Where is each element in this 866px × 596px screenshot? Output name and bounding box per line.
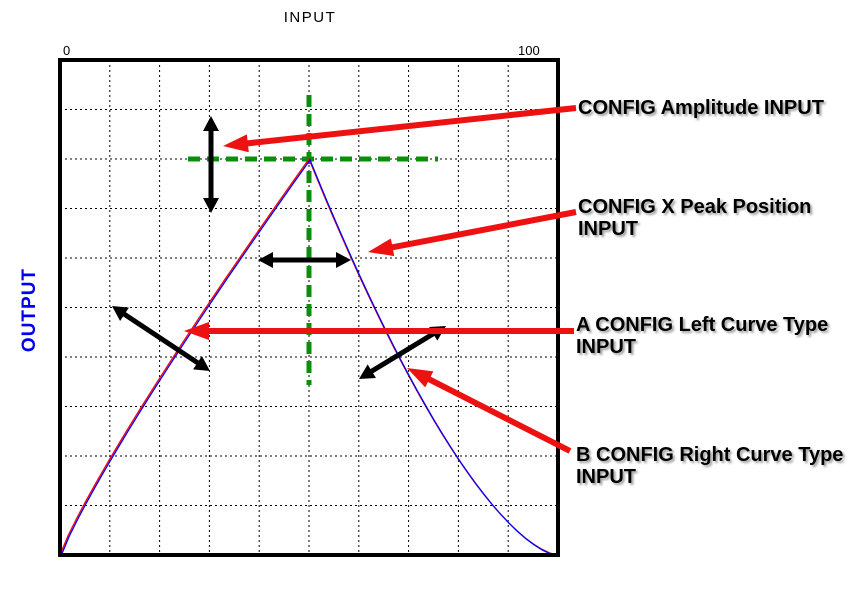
callout-config-amplitude-input: CONFIG Amplitude INPUT xyxy=(578,97,824,119)
plot-border xyxy=(58,58,560,557)
callout-arrow-3-head xyxy=(407,368,434,388)
x-tick-min-label: 0 xyxy=(63,43,71,58)
x-axis-title: INPUT xyxy=(283,9,337,26)
callout-arrow-3-shaft xyxy=(421,373,572,454)
amplitude-adjust-arrow-head xyxy=(203,198,219,213)
y-axis-title: OUTPUT xyxy=(19,267,40,353)
x-tick-max-label: 100 xyxy=(518,43,540,58)
callout-arrow-1-shaft xyxy=(384,209,577,252)
gridlines xyxy=(60,60,558,555)
callout-arrow-3 xyxy=(407,368,572,454)
amplitude-adjust-arrow-head xyxy=(203,116,219,131)
peak-position-adjust-arrow xyxy=(258,252,351,268)
callout-arrow-0-head xyxy=(223,134,249,153)
transfer-curve-blue xyxy=(60,158,560,557)
right-curve-type-adjust-arrow-head xyxy=(359,364,376,379)
right-curve-type-adjust-arrow-shaft xyxy=(366,329,439,376)
callout-arrow-1-head xyxy=(368,238,395,257)
callout-config-x-peak-position-input: CONFIG X Peak Position INPUT xyxy=(578,196,812,240)
callout-arrow-0 xyxy=(223,105,577,153)
callout-b-config-right-curve-type-input: B CONFIG Right Curve Type INPUT xyxy=(576,444,844,488)
left-curve-type-adjust-arrow-head xyxy=(193,356,210,371)
peak-position-adjust-arrow-head xyxy=(336,252,351,268)
callout-arrow-2 xyxy=(184,322,574,340)
callout-arrow-2-head xyxy=(184,322,209,340)
left-curve-type-adjust-arrow xyxy=(112,306,210,371)
left-curve-type-adjust-arrow-shaft xyxy=(119,309,203,368)
peak-position-adjust-arrow-head xyxy=(258,252,273,268)
amplitude-adjust-arrow xyxy=(203,116,219,213)
callout-arrow-0-shaft xyxy=(240,105,577,148)
callout-a-config-left-curve-type-input: A CONFIG Left Curve Type INPUT xyxy=(576,314,829,358)
callout-arrow-1 xyxy=(368,209,577,257)
left-curve-type-adjust-arrow-head xyxy=(112,306,129,321)
